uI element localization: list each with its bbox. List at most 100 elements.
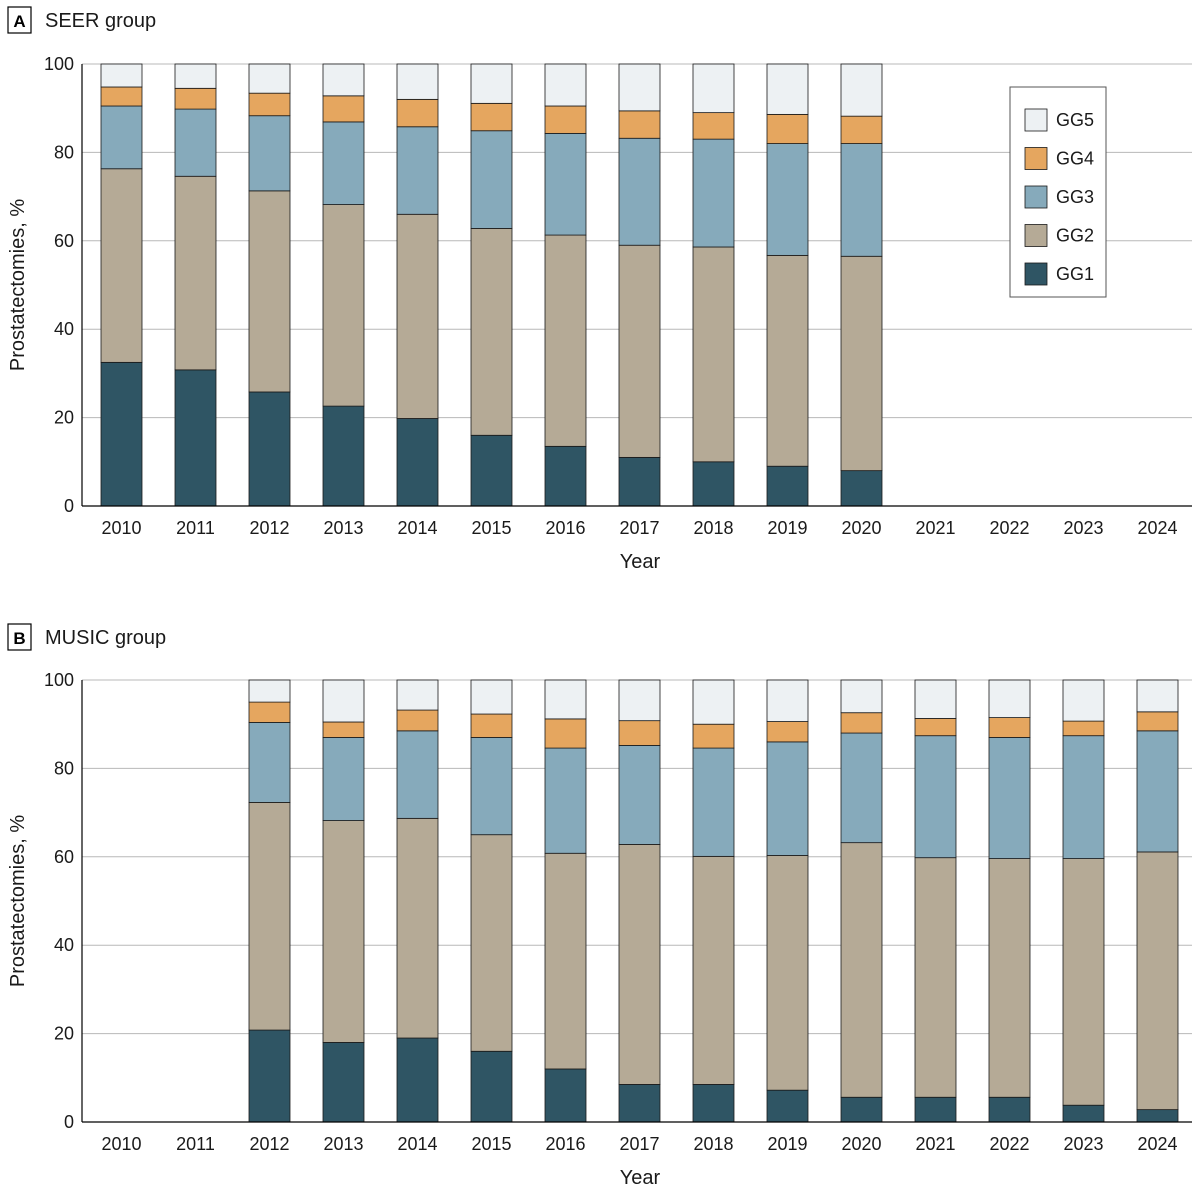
bar-segment-gg2-2020	[840, 255, 883, 472]
bar-segment-gg4-2017	[618, 110, 661, 139]
bar-segment-gg1-2015	[470, 1050, 513, 1123]
legend-label-gg1: GG1	[1056, 264, 1094, 284]
bar-segment-gg4-2016	[544, 718, 587, 749]
x-tick-label: 2017	[619, 1134, 659, 1154]
bar-segment-gg4-2014	[396, 98, 439, 128]
legend-swatch-gg2	[1024, 224, 1048, 247]
bar-segment-gg1-2013	[322, 405, 365, 507]
x-tick-label: 2023	[1063, 518, 1103, 538]
bar-segment-gg4-2020	[840, 712, 883, 734]
bar-segment-gg5-2019	[766, 63, 809, 115]
bar-segment-gg3-2014	[396, 126, 439, 215]
bar-segment-gg5-2011	[174, 63, 217, 89]
legend-swatch-gg1	[1024, 262, 1048, 286]
x-tick-label: 2012	[249, 518, 289, 538]
bar-segment-gg4-2021	[914, 718, 957, 737]
bar-segment-gg3-2010	[100, 105, 143, 170]
y-tick-label: 20	[54, 408, 74, 428]
y-tick-label: 60	[54, 231, 74, 251]
bar-segment-gg3-2017	[618, 137, 661, 246]
bar-segment-gg5-2012	[248, 63, 291, 94]
legend-swatch-gg4	[1024, 147, 1048, 170]
bar-segment-gg4-2018	[692, 723, 735, 749]
bar-segment-gg5-2018	[692, 63, 735, 114]
x-tick-label: 2010	[101, 1134, 141, 1154]
bar-segment-gg2-2019	[766, 855, 809, 1091]
x-tick-label: 2013	[323, 518, 363, 538]
bar-segment-gg3-2023	[1062, 735, 1105, 859]
bar-segment-gg5-2012	[248, 679, 291, 703]
bar-segment-gg1-2015	[470, 434, 513, 507]
bar-segment-gg1-2020	[840, 470, 883, 507]
bar-segment-gg5-2013	[322, 63, 365, 97]
bar-segment-gg4-2019	[766, 721, 809, 743]
bar-segment-gg5-2023	[1062, 679, 1105, 722]
bar-segment-gg1-2011	[174, 369, 217, 507]
bar-segment-gg3-2013	[322, 737, 365, 821]
bar-segment-gg1-2010	[100, 361, 143, 507]
bar-segment-gg2-2012	[248, 802, 291, 1031]
y-axis-title: Prostatectomies, %	[7, 815, 29, 988]
bar-segment-gg2-2020	[840, 842, 883, 1098]
x-tick-label: 2011	[176, 1134, 215, 1154]
x-tick-label: 2016	[545, 518, 585, 538]
bar-segment-gg2-2010	[100, 168, 143, 363]
x-tick-label: 2020	[841, 518, 881, 538]
x-tick-label: 2021	[915, 1134, 955, 1154]
bar-segment-gg3-2018	[692, 138, 735, 248]
bar-segment-gg1-2019	[766, 465, 809, 507]
y-tick-label: 100	[44, 670, 74, 690]
bar-segment-gg5-2022	[988, 679, 1031, 718]
bar-segment-gg1-2012	[248, 1029, 291, 1123]
bar-segment-gg2-2017	[618, 844, 661, 1085]
bar-segment-gg1-2021	[914, 1096, 957, 1123]
bar-segment-gg3-2012	[248, 115, 291, 192]
bar-segment-gg1-2016	[544, 445, 587, 507]
legend-label-gg4: GG4	[1056, 149, 1094, 169]
bar-segment-gg5-2021	[914, 679, 957, 719]
x-tick-label: 2021	[915, 518, 955, 538]
legend-swatch-gg3	[1024, 185, 1048, 209]
bar-segment-gg5-2018	[692, 679, 735, 725]
x-tick-label: 2014	[397, 1134, 437, 1154]
bar-segment-gg3-2016	[544, 132, 587, 236]
bar-segment-gg4-2023	[1062, 720, 1105, 737]
bar-segment-gg4-2017	[618, 720, 661, 746]
bar-segment-gg3-2012	[248, 722, 291, 803]
bar-segment-gg1-2013	[322, 1042, 365, 1123]
bar-segment-gg4-2014	[396, 709, 439, 732]
bar-segment-gg3-2016	[544, 747, 587, 854]
bar-segment-gg2-2022	[988, 858, 1031, 1098]
bar-segment-gg1-2019	[766, 1089, 809, 1123]
bar-segment-gg2-2016	[544, 852, 587, 1070]
bar-segment-gg3-2013	[322, 121, 365, 205]
bar-segment-gg3-2020	[840, 732, 883, 844]
bar-segment-gg1-2017	[618, 456, 661, 507]
bar-segment-gg4-2018	[692, 112, 735, 140]
bar-segment-gg4-2012	[248, 92, 291, 117]
bar-segment-gg1-2018	[692, 1084, 735, 1123]
bar-segment-gg4-2012	[248, 701, 291, 723]
x-tick-label: 2018	[693, 518, 733, 538]
x-axis-title: Year	[620, 1167, 661, 1189]
y-tick-label: 40	[54, 319, 74, 339]
panel-letter: A	[13, 12, 25, 31]
bar-segment-gg5-2010	[100, 63, 143, 88]
bar-segment-gg2-2016	[544, 234, 587, 447]
bar-segment-gg4-2016	[544, 105, 587, 134]
bar-segment-gg1-2023	[1062, 1104, 1105, 1123]
bar-segment-gg5-2017	[618, 679, 661, 722]
bar-segment-gg3-2014	[396, 730, 439, 819]
bar-segment-gg4-2020	[840, 115, 883, 144]
x-tick-label: 2019	[767, 1134, 807, 1154]
y-tick-label: 80	[54, 758, 74, 778]
bar-segment-gg5-2016	[544, 63, 587, 107]
x-tick-label: 2010	[101, 518, 141, 538]
bar-segment-gg5-2015	[470, 679, 513, 715]
x-tick-label: 2016	[545, 1134, 585, 1154]
bar-segment-gg4-2015	[470, 713, 513, 738]
legend-swatch-gg5	[1024, 108, 1048, 132]
bar-segment-gg2-2012	[248, 190, 291, 393]
bar-segment-gg3-2015	[470, 737, 513, 836]
